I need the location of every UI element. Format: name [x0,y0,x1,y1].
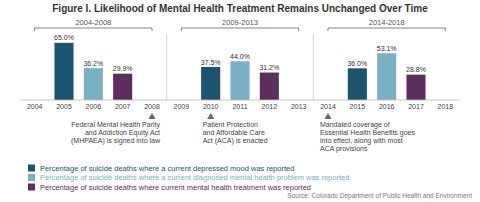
x-tick-label: 2015 [350,103,366,110]
period-label: 2009-2013 [222,18,258,27]
bar [230,61,249,100]
bar [377,53,396,100]
title: Figure I. Likelihood of Mental Health Tr… [52,3,428,14]
bar [406,75,425,100]
data-label: 37.5% [201,59,221,66]
chart: Figure I. Likelihood of Mental Health Tr… [0,0,480,202]
x-tick-label: 2008 [144,103,160,110]
bar [260,73,279,100]
x-tick-label: 2016 [379,103,395,110]
data-label: 65.0% [54,34,74,41]
annotation: Patient Protectionand Affordable CareAct… [203,121,268,145]
x-tick-label: 2014 [320,103,336,110]
annotation-arrow [325,113,332,119]
legend-swatch [28,165,35,172]
x-tick-label: 2013 [291,103,307,110]
data-label: 36.0% [347,60,367,67]
x-tick-label: 2006 [86,103,102,110]
period-label: 2014-2018 [369,18,405,27]
period-bracket [35,28,152,31]
data-label: 36.2% [83,60,103,67]
legend-entry: Percentage of suicide deaths where a cur… [40,164,294,173]
x-tick-label: 2007 [115,103,131,110]
period-label: 2004-2008 [75,18,111,27]
data-label: 29.9% [113,65,133,72]
legend-swatch [28,174,35,181]
period-bracket [181,28,298,31]
data-labels: 65.0% 37.5% 36.0% 36.2% 44.0% 53.1% 29.9% 31.2%… [54,34,426,73]
bars [54,43,425,100]
x-tick-label: 2017 [408,103,424,110]
annotation-arrow [207,113,214,119]
legend-entry: Percentage of suicide deaths where curre… [40,183,311,192]
period-bracket [328,28,445,31]
x-tick-label: 2010 [203,103,219,110]
data-label: 44.0% [230,53,250,60]
annotation: Mandated coverage ofEssential Health Ben… [320,121,415,153]
x-tick-label: 2005 [56,103,72,110]
period-divider [313,34,314,100]
x-tick-label: 2009 [174,103,190,110]
x-axis-line [20,100,460,101]
bar [201,67,220,100]
bar [113,74,132,100]
data-label: 28.8% [406,66,426,73]
x-tick-label: 2012 [262,103,278,110]
bar [84,68,103,100]
annotation: Federal Mental Health Parityand Addictio… [71,121,161,145]
x-tick-label: 2018 [438,103,454,110]
period-divider [166,34,167,100]
x-tick-label: 2004 [27,103,43,110]
legend-entry: Percentage of suicide deaths where a cur… [40,173,349,182]
legend-swatch [28,184,35,191]
bar [348,68,367,100]
bar [54,43,73,100]
data-label: 31.2% [259,64,279,71]
data-label: 53.1% [377,45,397,52]
source: Source: Colorado Department of Public He… [287,192,472,200]
x-tick-label: 2011 [232,103,247,110]
annotation-arrow [149,113,156,119]
